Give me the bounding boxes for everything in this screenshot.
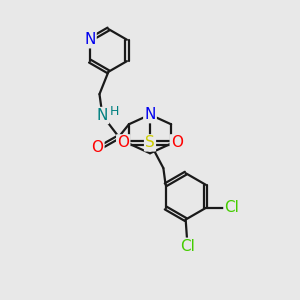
Text: N: N xyxy=(84,32,95,47)
Text: N: N xyxy=(97,108,108,123)
Text: H: H xyxy=(110,106,120,118)
Text: O: O xyxy=(171,135,183,150)
Text: Cl: Cl xyxy=(224,200,239,215)
Text: N: N xyxy=(144,107,156,122)
Text: S: S xyxy=(145,135,155,150)
Text: O: O xyxy=(117,135,129,150)
Text: O: O xyxy=(92,140,104,155)
Text: Cl: Cl xyxy=(180,239,195,254)
